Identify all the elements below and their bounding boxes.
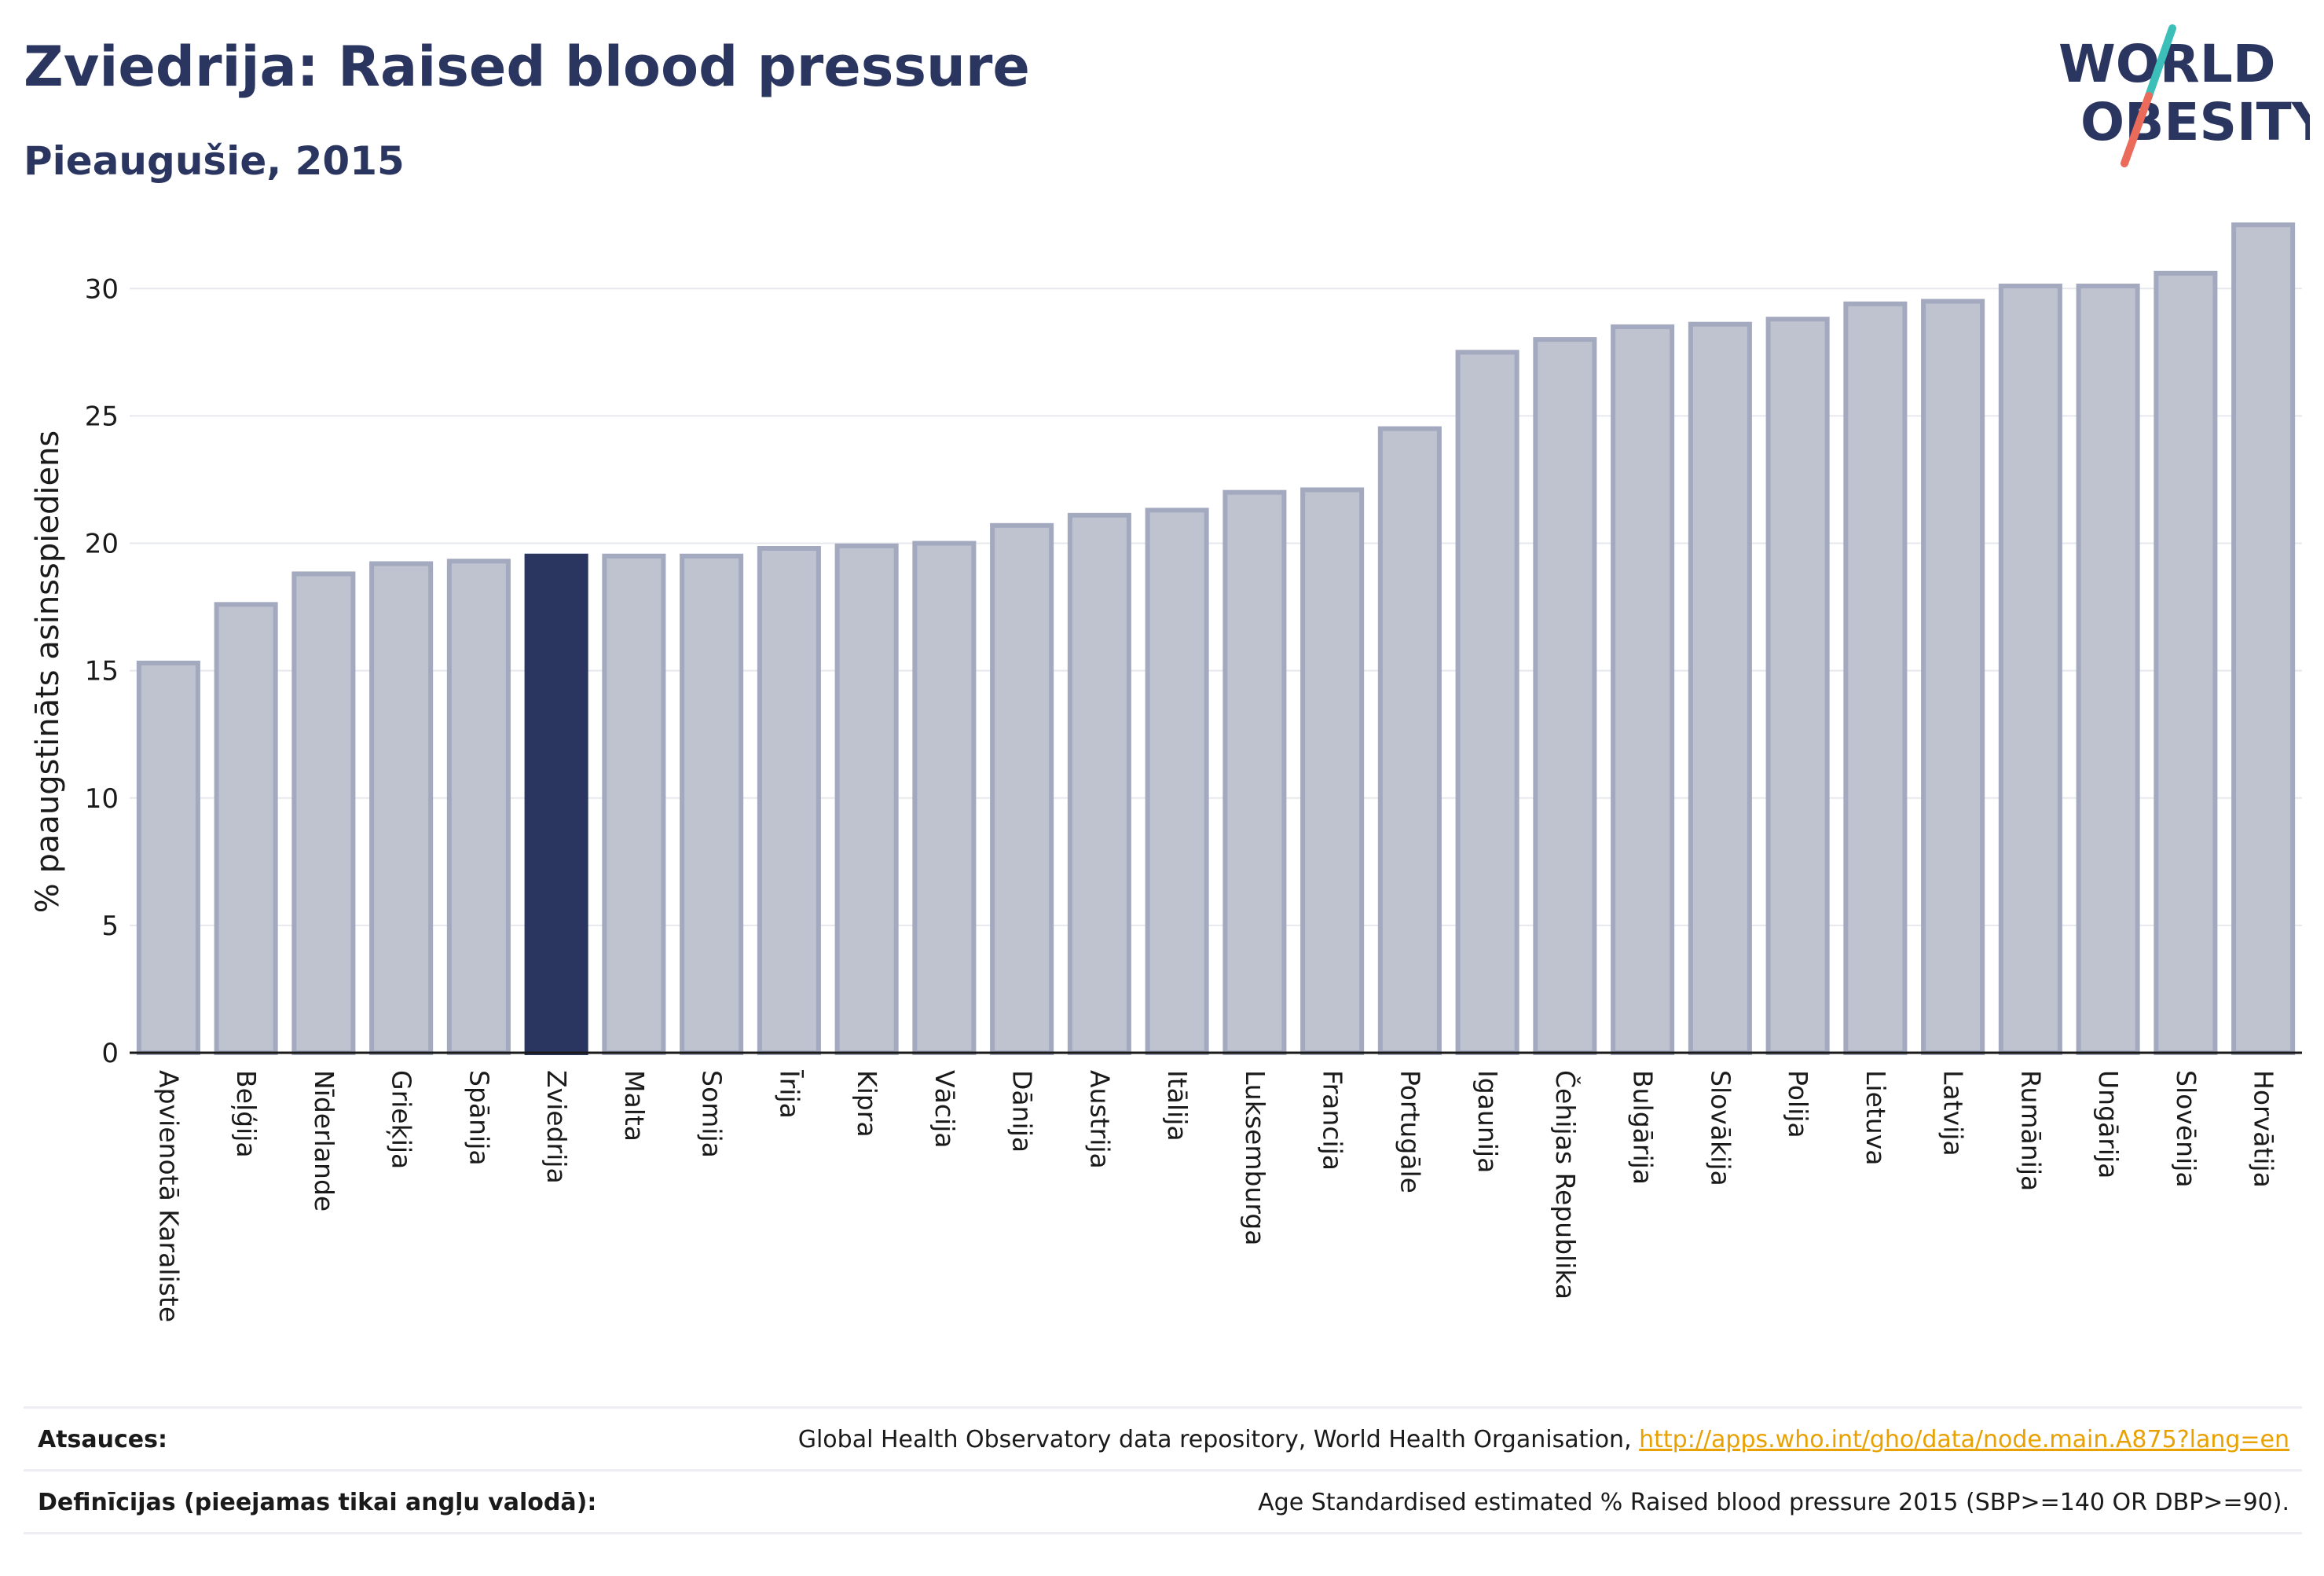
x-tick-label: Horvātija	[2249, 1070, 2279, 1188]
sources-value: Global Health Observatory data repositor…	[798, 1426, 2289, 1453]
x-tick-label: Luksemburga	[1240, 1070, 1270, 1246]
x-tick-label: Vācija	[929, 1070, 960, 1149]
bar-5	[524, 553, 588, 1055]
x-tick-label: Ungārija	[2093, 1070, 2124, 1178]
bar-18	[1533, 337, 1597, 1055]
x-tick-label: Somija	[697, 1070, 728, 1158]
bar-6	[602, 553, 666, 1055]
x-tick-label: Polija	[1783, 1070, 1813, 1138]
x-tick-label: Malta	[619, 1070, 650, 1142]
x-tick-labels: Apvienotā Karaliste Beļģija Nīderlande Grie…	[153, 1070, 2278, 1322]
bar-22	[1843, 301, 1908, 1055]
logo-line2: OBESITY	[2080, 92, 2310, 152]
x-tick-label: Dānija	[1007, 1070, 1038, 1153]
bar-4	[446, 559, 511, 1055]
bar-0	[136, 660, 200, 1056]
x-tick-label: Igaunija	[1472, 1070, 1503, 1173]
bar-26	[2154, 270, 2218, 1055]
bar-9	[834, 543, 899, 1055]
bar-16	[1377, 426, 1442, 1055]
x-tick-label: Grieķija	[387, 1070, 417, 1169]
x-tick-label: Rumānija	[2015, 1070, 2046, 1191]
bar-20	[1688, 321, 1752, 1055]
x-tick-label: Lietuva	[1860, 1070, 1891, 1165]
x-tick-label: Latvija	[1938, 1070, 1969, 1156]
bar-11	[990, 522, 1054, 1055]
bar-2	[291, 571, 356, 1055]
definitions-row: Definīcijas (pieejamas tikai angļu valod…	[24, 1469, 2302, 1532]
bar-13	[1145, 508, 1209, 1055]
y-tick-label: 15	[85, 656, 119, 687]
bar-24	[1998, 284, 2062, 1056]
y-tick-label: 5	[101, 911, 119, 942]
x-tick-label: Itālija	[1162, 1070, 1193, 1142]
sources-label: Atsauces:	[38, 1426, 167, 1453]
y-tick-label: 20	[85, 529, 119, 560]
y-tick-label: 30	[85, 273, 119, 305]
footer-divider	[24, 1532, 2302, 1534]
logo-slash-teal	[2145, 24, 2176, 100]
x-tick-label: Bulgārija	[1628, 1070, 1659, 1185]
x-tick-label: Spānija	[464, 1070, 494, 1166]
definitions-text: Age Standardised estimated % Raised bloo…	[1258, 1489, 2289, 1516]
bar-8	[757, 546, 821, 1055]
x-tick-label: Austrija	[1084, 1070, 1115, 1169]
bar-14	[1222, 489, 1287, 1055]
y-axis-title: % paaugstināts asinsspiediens	[30, 431, 66, 914]
x-tick-label: Īrija	[774, 1070, 805, 1119]
definitions-label: Definīcijas (pieejamas tikai angļu valod…	[38, 1489, 597, 1516]
x-tick-label: Slovākija	[1705, 1070, 1736, 1186]
chart-title: Zviedrija: Raised blood pressure	[24, 35, 1030, 99]
bar-15	[1300, 487, 1365, 1055]
x-tick-label: Kipra	[852, 1070, 882, 1138]
bar-23	[1921, 299, 1985, 1055]
sources-row: Atsauces: Global Health Observatory data…	[24, 1406, 2302, 1469]
bar-3	[369, 561, 434, 1055]
logo-slash-coral	[2121, 92, 2153, 167]
bar-chart: 0 5 10 15 20 25 30 Apvienotā Karaliste Beļģija N…	[30, 222, 2302, 1322]
x-tick-label: Portugāle	[1395, 1070, 1425, 1193]
bar-10	[912, 541, 977, 1055]
world-obesity-logo: WORLD OBESITY	[2058, 24, 2310, 167]
bar-27	[2231, 222, 2296, 1055]
chart-subtitle: Pieaugušie, 2015	[24, 138, 405, 184]
bar-17	[1455, 350, 1519, 1056]
bar-12	[1067, 512, 1131, 1055]
sources-link[interactable]: http://apps.who.int/gho/data/node.main.A…	[1639, 1426, 2289, 1453]
y-tick-label: 10	[85, 783, 119, 815]
x-tick-label: Slovēnija	[2171, 1070, 2201, 1188]
y-tick-label: 0	[101, 1038, 119, 1069]
sources-text: Global Health Observatory data repositor…	[797, 1426, 1640, 1453]
x-tick-label: Beļģija	[231, 1070, 262, 1158]
x-tick-label: Apvienotā Karaliste	[153, 1070, 184, 1322]
x-tick-label: Čehijas Republika	[1550, 1070, 1582, 1299]
bar-19	[1611, 324, 1675, 1055]
bar-7	[680, 553, 744, 1055]
y-tick-labels: 0 5 10 15 20 25 30	[85, 273, 119, 1069]
bar-25	[2076, 284, 2140, 1056]
x-tick-label: Nīderlande	[309, 1070, 339, 1211]
bar-1	[214, 602, 278, 1055]
x-tick-label: Francija	[1318, 1070, 1348, 1171]
bars	[136, 222, 2296, 1056]
x-tick-label: Zviedrija	[541, 1070, 572, 1184]
bar-21	[1765, 317, 1830, 1055]
y-tick-label: 25	[85, 401, 119, 432]
